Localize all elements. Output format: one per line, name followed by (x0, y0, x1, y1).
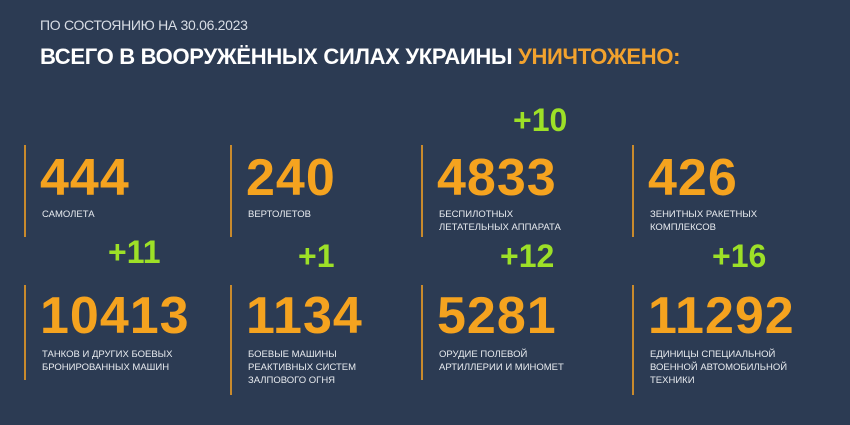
stat-label: ОРУДИЕ ПОЛЕВОЙ АРТИЛЛЕРИИ И МИНОМЕТ (439, 349, 564, 373)
stat-label: ВЕРТОЛЕТОВ (248, 209, 311, 220)
stat-value: 426 (648, 149, 738, 207)
stat-value: 240 (246, 149, 336, 207)
stat-value: 5281 (437, 287, 557, 345)
stat-mlrs: 1134 БОЕВЫЕ МАШИНЫ РЕАКТИВНЫХ СИСТЕМ ЗАЛ… (230, 285, 412, 395)
delta-tanks: +11 (108, 234, 161, 270)
stat-label: ЗЕНИТНЫХ РАКЕТНЫХ КОМПЛЕКСОВ (650, 209, 758, 233)
delta-drones: +10 (513, 102, 568, 138)
stat-label: САМОЛЕТА (42, 209, 95, 220)
stat-air-defense: 426 ЗЕНИТНЫХ РАКЕТНЫХ КОМПЛЕКСОВ (632, 145, 834, 237)
stat-label: ЕДИНИЦЫ СПЕЦИАЛЬНОЙ ВОЕННОЙ АВТОМОБИЛЬНО… (650, 349, 788, 386)
stat-value: 444 (40, 149, 130, 207)
stat-drones: 4833 БЕСПИЛОТНЫХ ЛЕТАТЕЛЬНЫХ АППАРАТА (421, 145, 623, 237)
stat-value: 10413 (40, 287, 190, 345)
stat-artillery: 5281 ОРУДИЕ ПОЛЕВОЙ АРТИЛЛЕРИИ И МИНОМЕТ (421, 285, 623, 380)
stat-label: ТАНКОВ И ДРУГИХ БОЕВЫХ БРОНИРОВАННЫХ МАШ… (42, 349, 173, 373)
stat-aircraft: 444 САМОЛЕТА (24, 145, 216, 237)
stat-tanks: 10413 ТАНКОВ И ДРУГИХ БОЕВЫХ БРОНИРОВАНН… (24, 285, 221, 380)
title-main: ВСЕГО В ВООРУЖЁННЫХ СИЛАХ УКРАИНЫ (40, 44, 513, 69)
stat-label: БОЕВЫЕ МАШИНЫ РЕАКТИВНЫХ СИСТЕМ ЗАЛПОВОГ… (248, 349, 357, 386)
stat-value: 11292 (648, 287, 795, 345)
delta-vehicles: +16 (712, 238, 767, 274)
stat-label: БЕСПИЛОТНЫХ ЛЕТАТЕЛЬНЫХ АППАРАТА (439, 209, 561, 233)
page-title: ВСЕГО В ВООРУЖЁННЫХ СИЛАХ УКРАИНЫ УНИЧТО… (40, 44, 681, 70)
stat-value: 4833 (437, 149, 557, 207)
stat-helicopters: 240 ВЕРТОЛЕТОВ (230, 145, 412, 237)
delta-artillery: +12 (500, 238, 555, 274)
title-highlight: УНИЧТОЖЕНО: (518, 44, 681, 69)
delta-mlrs: +1 (298, 238, 335, 274)
stat-vehicles: 11292 ЕДИНИЦЫ СПЕЦИАЛЬНОЙ ВОЕННОЙ АВТОМО… (632, 285, 834, 395)
stat-value: 1134 (246, 287, 363, 345)
date-line: ПО СОСТОЯНИЮ НА 30.06.2023 (40, 17, 248, 33)
